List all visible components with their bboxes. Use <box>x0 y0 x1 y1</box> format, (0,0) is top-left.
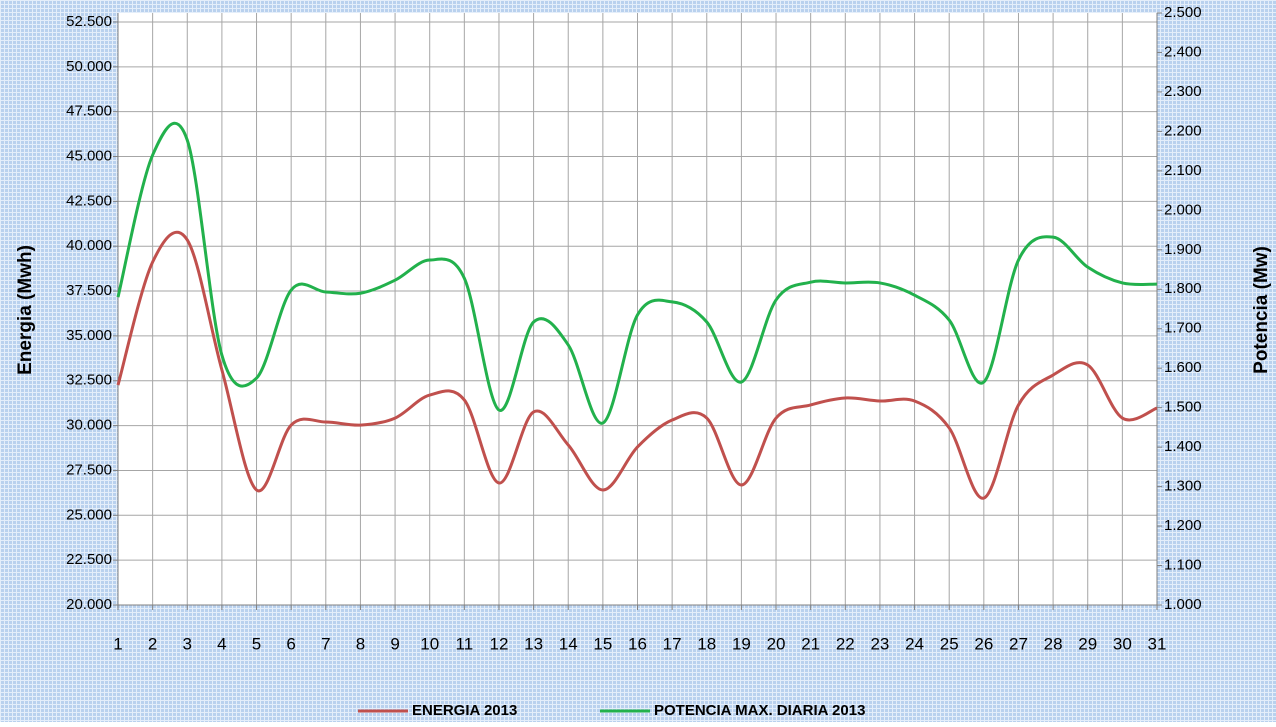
x-tick-label: 28 <box>1044 634 1063 653</box>
y2-tick-label: 2.000 <box>1164 201 1202 218</box>
y-axis-title: Energia (Mwh) <box>15 245 36 375</box>
x-tick-label: 22 <box>836 634 855 653</box>
y-tick-label: 30.000 <box>66 417 112 434</box>
x-tick-label: 8 <box>356 634 365 653</box>
x-tick-label: 12 <box>490 634 509 653</box>
x-tick-label: 1 <box>113 634 122 653</box>
y-tick-label: 47.500 <box>66 103 112 120</box>
x-tick-label: 15 <box>593 634 612 653</box>
x-tick-label: 17 <box>663 634 682 653</box>
x-tick-label: 20 <box>767 634 786 653</box>
y-tick-label: 52.500 <box>66 13 112 30</box>
x-tick-label: 24 <box>905 634 924 653</box>
x-tick-label: 18 <box>697 634 716 653</box>
y-tick-label: 40.000 <box>66 237 112 254</box>
y2-tick-label: 1.000 <box>1164 596 1202 613</box>
series-line <box>116 121 1158 425</box>
legend-text: ENERGIA 2013 <box>412 702 517 719</box>
y2-tick-label: 1.400 <box>1164 438 1202 455</box>
y2-tick-label: 1.800 <box>1164 280 1202 297</box>
y2-tick-label: 1.700 <box>1164 320 1202 337</box>
x-tick-label: 11 <box>456 634 474 653</box>
y2-tick-label: 2.400 <box>1164 43 1202 60</box>
y-tick-label: 45.000 <box>66 147 112 164</box>
x-tick-label: 25 <box>940 634 959 653</box>
y2-tick-label: 2.500 <box>1164 4 1202 21</box>
legend-text: POTENCIA MAX. DIARIA 2013 <box>654 702 865 719</box>
x-tick-label: 30 <box>1113 634 1132 653</box>
x-tick-label: 3 <box>183 634 192 653</box>
x-tick-label: 31 <box>1148 634 1167 653</box>
y2-tick-label: 1.900 <box>1164 241 1202 258</box>
x-tick-label: 29 <box>1078 634 1097 653</box>
x-tick-label: 5 <box>252 634 261 653</box>
x-tick-label: 2 <box>148 634 157 653</box>
series-line <box>116 230 1158 500</box>
y-tick-label: 32.500 <box>66 372 112 389</box>
y2-tick-label: 1.200 <box>1164 517 1202 534</box>
x-tick-label: 14 <box>559 634 578 653</box>
y2-axis-title: Potencia (Mw) <box>1251 246 1272 374</box>
x-tick-label: 10 <box>420 634 439 653</box>
y-tick-label: 37.500 <box>66 282 112 299</box>
y2-tick-label: 2.200 <box>1164 122 1202 139</box>
x-tick-label: 23 <box>870 634 889 653</box>
x-tick-label: 26 <box>974 634 993 653</box>
y-tick-label: 22.500 <box>66 551 112 568</box>
x-tick-label: 13 <box>524 634 543 653</box>
y-tick-label: 27.500 <box>66 461 112 478</box>
x-tick-label: 9 <box>390 634 399 653</box>
y2-tick-label: 1.300 <box>1164 478 1202 495</box>
x-tick-label: 19 <box>732 634 751 653</box>
x-tick-label: 27 <box>1009 634 1028 653</box>
y-tick-label: 42.500 <box>66 192 112 209</box>
y2-tick-label: 1.500 <box>1164 399 1202 416</box>
x-tick-label: 7 <box>321 634 330 653</box>
y-tick-label: 50.000 <box>66 58 112 75</box>
x-tick-label: 4 <box>217 634 226 653</box>
y-tick-label: 20.000 <box>66 596 112 613</box>
x-tick-label: 16 <box>628 634 647 653</box>
x-tick-label: 6 <box>286 634 295 653</box>
y-tick-label: 25.000 <box>66 506 112 523</box>
y-tick-label: 35.000 <box>66 327 112 344</box>
y2-tick-label: 2.100 <box>1164 162 1202 179</box>
x-tick-label: 21 <box>801 634 820 653</box>
y2-tick-label: 2.300 <box>1164 83 1202 100</box>
y2-tick-label: 1.100 <box>1164 557 1202 574</box>
y2-tick-label: 1.600 <box>1164 359 1202 376</box>
